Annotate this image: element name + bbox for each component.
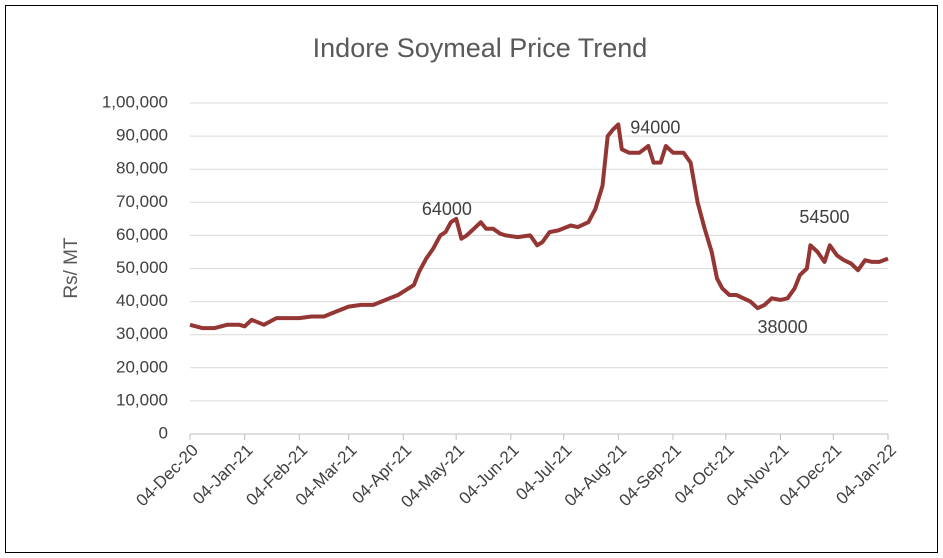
annotation: 38000 xyxy=(758,317,808,337)
annotation: 94000 xyxy=(630,117,680,137)
y-tick-label: 20,000 xyxy=(116,357,168,376)
chart-title: Indore Soymeal Price Trend xyxy=(313,33,648,63)
y-tick-label: 30,000 xyxy=(116,324,168,343)
price-line xyxy=(189,122,889,331)
y-tick-label: 0 xyxy=(159,423,168,442)
y-tick-label: 80,000 xyxy=(116,159,168,178)
y-axis-label: Rs/ MT xyxy=(61,237,82,299)
chart-border xyxy=(5,5,938,553)
y-tick-label: 70,000 xyxy=(116,192,168,211)
y-tick-label: 90,000 xyxy=(116,126,168,145)
annotation: 54500 xyxy=(799,207,849,227)
annotation: 64000 xyxy=(422,199,472,219)
y-tick-label: 10,000 xyxy=(116,390,168,409)
y-tick-label: 60,000 xyxy=(116,225,168,244)
y-tick-label: 50,000 xyxy=(116,258,168,277)
y-tick-label: 40,000 xyxy=(116,291,168,310)
y-tick-label: 1,00,000 xyxy=(102,92,168,111)
